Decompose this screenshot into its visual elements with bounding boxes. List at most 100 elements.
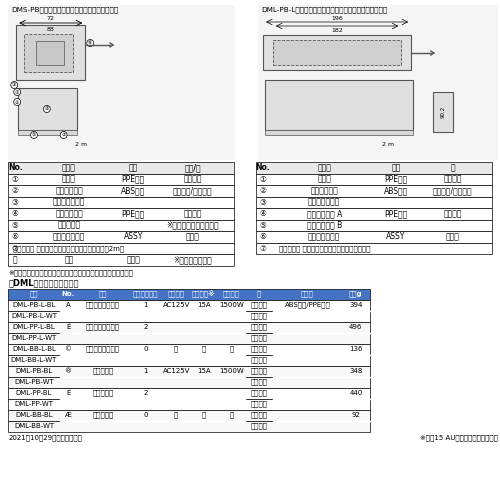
Text: ®: ® <box>65 368 72 374</box>
Bar <box>433 92 452 132</box>
Text: ③: ③ <box>260 198 266 207</box>
Text: ⑤: ⑤ <box>12 221 18 230</box>
Text: AC125V: AC125V <box>162 302 190 308</box>
Text: 色: 色 <box>450 163 455 172</box>
Bar <box>8 376 370 388</box>
Text: フラップカバー: フラップカバー <box>308 198 340 207</box>
Bar <box>36 41 64 65</box>
Text: 色: 色 <box>257 290 261 298</box>
Text: ②: ② <box>12 186 18 195</box>
Text: Æ: Æ <box>65 412 72 418</box>
Text: DML-PP-L-WT: DML-PP-L-WT <box>12 335 56 341</box>
Text: ベースカバー: ベースカバー <box>310 186 338 195</box>
Text: 440: 440 <box>349 390 362 396</box>
Bar <box>8 354 370 366</box>
Bar <box>256 174 492 185</box>
Text: ホワイト: ホワイト <box>250 378 268 386</box>
Text: ベース: ベース <box>318 175 331 184</box>
Text: 主材料: 主材料 <box>301 290 314 298</box>
Bar <box>256 242 492 254</box>
Text: ブラック: ブラック <box>444 175 462 184</box>
Text: －: － <box>202 346 206 352</box>
Text: ブラック: ブラック <box>250 302 268 308</box>
Text: ④: ④ <box>260 209 266 218</box>
Text: ⑥: ⑥ <box>12 232 18 241</box>
Text: ※合計15 AU内でご使用ください。: ※合計15 AU内でご使用ください。 <box>420 434 498 441</box>
Text: 1500W: 1500W <box>219 302 244 308</box>
Bar <box>8 322 370 332</box>
Text: 鍵付、電源＋電源: 鍵付、電源＋電源 <box>86 324 120 330</box>
Text: 空き＋空き: 空き＋空き <box>92 412 114 418</box>
Text: －: － <box>174 346 178 352</box>
Text: PPE樹脂: PPE樹脂 <box>384 209 407 218</box>
Text: －: － <box>202 412 206 418</box>
Text: PPE樹脂: PPE樹脂 <box>384 175 407 184</box>
Text: 394: 394 <box>349 302 362 308</box>
Text: 92: 92 <box>352 412 360 418</box>
Circle shape <box>60 132 67 138</box>
Bar <box>18 130 78 135</box>
Text: ⑤: ⑤ <box>260 221 266 230</box>
Bar <box>8 310 370 322</box>
Bar <box>8 220 234 231</box>
Bar <box>8 208 234 220</box>
Text: 定格容量: 定格容量 <box>223 290 240 298</box>
Bar <box>18 88 78 130</box>
Bar <box>24 34 74 72</box>
Text: DML-PP-L-BL: DML-PP-L-BL <box>12 324 56 330</box>
Bar <box>263 35 411 70</box>
Bar <box>8 344 370 354</box>
Text: 2 m: 2 m <box>382 142 394 148</box>
Text: グレー: グレー <box>186 232 200 241</box>
Text: 136: 136 <box>349 346 362 352</box>
Bar <box>273 40 402 65</box>
Bar <box>16 25 86 80</box>
Text: ブラック: ブラック <box>183 209 202 218</box>
Text: DML-BB-BL: DML-BB-BL <box>15 412 53 418</box>
Bar <box>8 242 234 254</box>
Bar <box>8 420 370 432</box>
Circle shape <box>30 132 38 138</box>
Text: ※ニッケルめっき、同墨: ※ニッケルめっき、同墨 <box>166 221 219 230</box>
Text: 電源＋空き: 電源＋空き <box>92 368 114 374</box>
Circle shape <box>14 88 20 96</box>
Text: キー: キー <box>64 255 74 264</box>
Text: ⑦: ⑦ <box>12 244 18 253</box>
Text: 鍵付、電源＋空き: 鍵付、電源＋空き <box>86 302 120 308</box>
Text: 鍵付、空き＋空き: 鍵付、空き＋空き <box>86 346 120 352</box>
Text: 部品名: 部品名 <box>318 163 331 172</box>
Text: 0: 0 <box>144 346 148 352</box>
Text: DML-PB-BL: DML-PB-BL <box>16 368 52 374</box>
Text: 1: 1 <box>144 368 148 374</box>
Text: ※印の仕上は在庫がなくなり次第、クロムめっきに変わります。: ※印の仕上は在庫がなくなり次第、クロムめっきに変わります。 <box>8 270 133 276</box>
Text: ⑥: ⑥ <box>88 40 92 46</box>
Bar <box>8 196 234 208</box>
Text: ホワイト: ホワイト <box>250 400 268 407</box>
Text: ケース: ケース <box>62 175 76 184</box>
Text: －: － <box>230 346 234 352</box>
Text: ブラック: ブラック <box>250 324 268 330</box>
Bar <box>265 130 413 135</box>
Text: 15A: 15A <box>197 302 210 308</box>
Text: 2: 2 <box>144 324 148 330</box>
Text: 定格電圧: 定格電圧 <box>168 290 184 298</box>
Text: 定格電流※: 定格電流※ <box>192 290 216 298</box>
Text: 仕上/色: 仕上/色 <box>184 163 201 172</box>
Text: 部品名: 部品名 <box>62 163 76 172</box>
Bar <box>8 174 234 185</box>
Bar <box>8 366 370 376</box>
Text: グレー: グレー <box>446 232 460 241</box>
Text: カムロック: カムロック <box>58 221 80 230</box>
Text: 材料: 材料 <box>128 163 138 172</box>
Text: ホワイト: ホワイト <box>250 334 268 342</box>
Text: コードカバー: コードカバー <box>55 209 83 218</box>
Text: DML-PP-WT: DML-PP-WT <box>14 401 54 407</box>
Text: フラップカバー: フラップカバー <box>53 198 85 207</box>
Text: Ä: Ä <box>66 302 71 308</box>
Text: ブラック: ブラック <box>183 175 202 184</box>
Text: DML-BB-L-BL: DML-BB-L-BL <box>12 346 56 352</box>
Text: No.: No. <box>62 291 75 297</box>
Text: DMS-PB：正方形タイプ、電源＋空き（上図ⓖ）: DMS-PB：正方形タイプ、電源＋空き（上図ⓖ） <box>12 6 118 12</box>
Text: 品番: 品番 <box>30 290 38 298</box>
Text: 90.2: 90.2 <box>440 106 445 118</box>
